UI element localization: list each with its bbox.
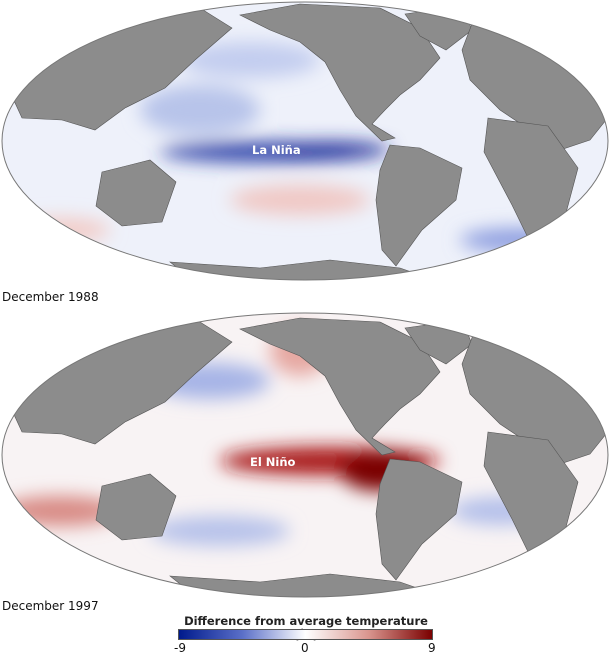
map-december-1997: El Niño — [1, 312, 609, 598]
map-december-1988: La Niña — [1, 1, 609, 281]
el-nino-label: El Niño — [250, 455, 296, 469]
color-scale-bar — [178, 629, 433, 640]
legend-max: 9 — [428, 641, 436, 655]
la-nina-label: La Niña — [252, 143, 301, 157]
legend-min: -9 — [174, 641, 186, 655]
date-label-1988: December 1988 — [2, 290, 99, 304]
legend-mid: 0 — [301, 641, 309, 655]
date-label-1997: December 1997 — [2, 599, 99, 613]
